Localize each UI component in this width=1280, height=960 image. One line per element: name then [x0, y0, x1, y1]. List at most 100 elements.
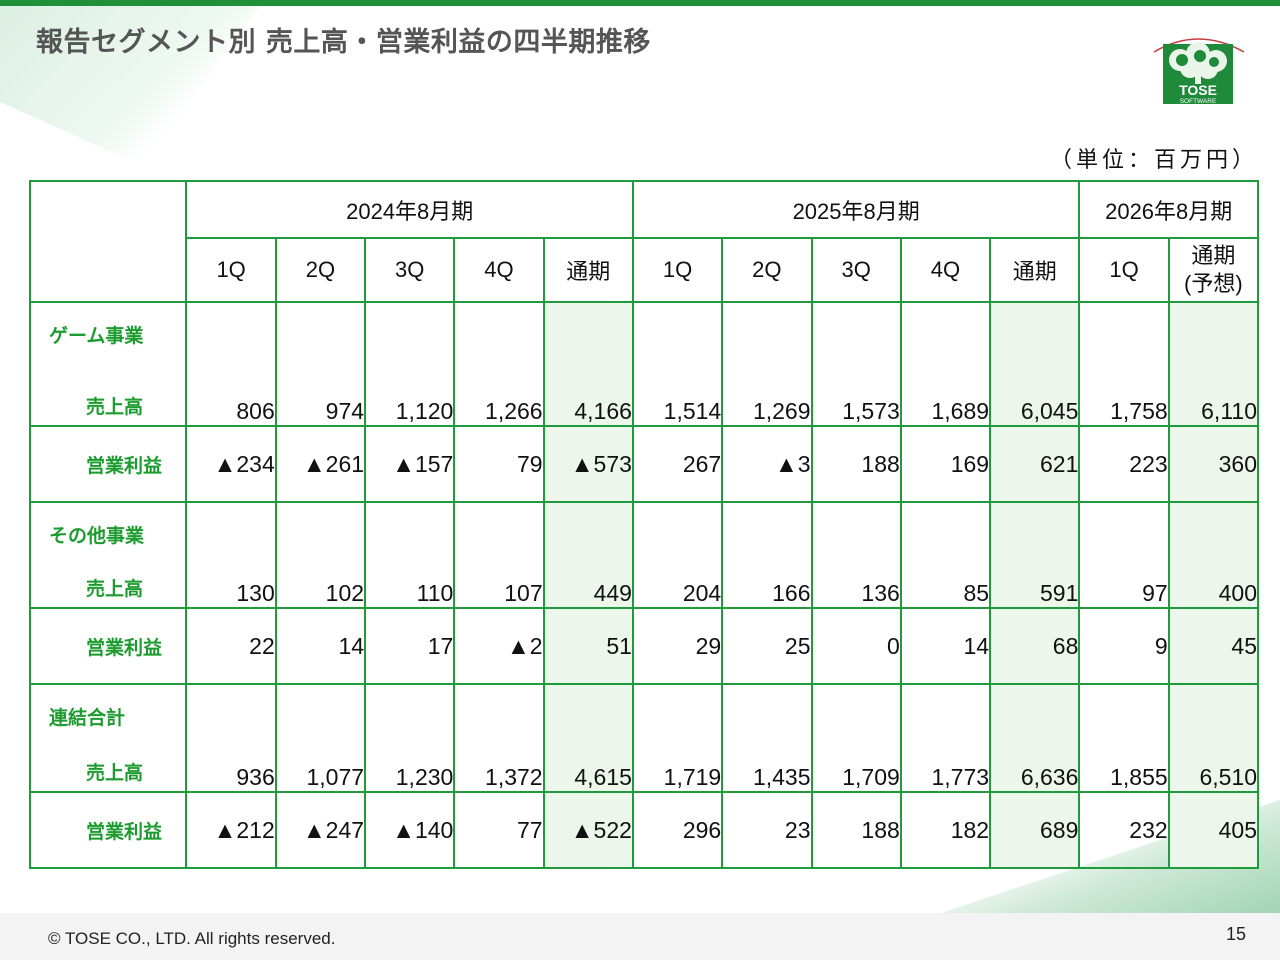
logo-subtext: SOFTWARE	[1180, 98, 1217, 105]
profit-value: 23	[721, 791, 813, 869]
profit-label: 営業利益	[86, 637, 163, 659]
segment-label-cell: 連結合計売上高	[28, 683, 188, 793]
segment-name: ゲーム事業	[49, 326, 144, 347]
sales-value: 1,709	[810, 683, 902, 793]
profit-value: ▲261	[274, 425, 367, 503]
profit-label-cell: 営業利益	[28, 425, 188, 503]
profit-value: 79	[453, 425, 545, 503]
sales-value: 1,266	[453, 301, 545, 427]
sales-value: 6,636	[989, 683, 1081, 793]
sales-value: 102	[274, 501, 367, 609]
sales-value: 97	[1078, 501, 1170, 609]
sales-value: 136	[810, 501, 902, 609]
sales-value: 1,435	[721, 683, 813, 793]
profit-value: 45	[1167, 607, 1260, 685]
footer-bar	[0, 913, 1280, 960]
sales-row: その他事業 売上高 130 102 110 107 449 204 166 136 85 591 97 4…	[28, 501, 1260, 609]
sales-label: 売上高	[86, 579, 144, 600]
sales-row: ゲーム事業 売上高 806 974 1,120 1,266 4,166 1,514 1,269 1…	[28, 301, 1260, 427]
profit-value: 22	[185, 607, 277, 685]
top-accent-bar	[0, 0, 1280, 6]
sales-value: 974	[274, 301, 367, 427]
profit-row: 営業利益 22 14 17 ▲2 51 29 25 0 14 68 9 45	[28, 607, 1260, 685]
profit-value: ▲212	[185, 791, 277, 869]
profit-value: 182	[899, 791, 992, 869]
sales-value: 204	[631, 501, 724, 609]
sales-value: 1,855	[1078, 683, 1170, 793]
sales-value: 806	[185, 301, 277, 427]
profit-label: 営業利益	[86, 455, 163, 477]
sales-row: 連結合計 売上高 936 1,077 1,230 1,372 4,615 1,719 1,435…	[28, 683, 1260, 793]
sales-value: 166	[721, 501, 813, 609]
segment-label-cell: ゲーム事業売上高	[28, 301, 188, 427]
sales-value: 1,773	[899, 683, 992, 793]
copyright: © TOSE CO., LTD. All rights reserved.	[48, 929, 336, 948]
profit-value: 689	[989, 791, 1081, 869]
page-number: 15	[1226, 924, 1247, 944]
profit-value: 188	[810, 425, 902, 503]
col-2q: 2Q	[721, 237, 813, 303]
profit-value: ▲2	[453, 607, 545, 685]
profit-value: ▲140	[364, 791, 456, 869]
col-full-year: 通期	[542, 237, 634, 303]
corner-cell	[28, 180, 188, 303]
fy2026-header: 2026年8月期	[1078, 180, 1259, 239]
profit-row: 営業利益 ▲234 ▲261 ▲157 79 ▲573 267 ▲3 188 169 621 223 3…	[28, 425, 1260, 503]
profit-value: 51	[542, 607, 634, 685]
col-4q: 4Q	[453, 237, 545, 303]
profit-value: ▲522	[542, 791, 634, 869]
sales-value: 85	[899, 501, 992, 609]
col-full-year: 通期	[989, 237, 1081, 303]
col-3q: 3Q	[810, 237, 902, 303]
fy2025-header: 2025年8月期	[631, 180, 1081, 239]
profit-value: 77	[453, 791, 545, 869]
profit-label-cell: 営業利益	[28, 607, 188, 685]
sales-value: 6,045	[989, 301, 1081, 427]
profit-value: 405	[1167, 791, 1260, 869]
sales-value: 6,510	[1167, 683, 1260, 793]
profit-value: 17	[364, 607, 456, 685]
profit-value: 169	[899, 425, 992, 503]
sales-value: 1,372	[453, 683, 545, 793]
col-1q: 1Q	[631, 237, 724, 303]
logo-text: TOSE	[1179, 82, 1217, 98]
segment-name: 連結合計	[49, 708, 126, 729]
profit-value: 0	[810, 607, 902, 685]
sales-value: 1,120	[364, 301, 456, 427]
col-1q: 1Q	[185, 237, 277, 303]
sales-value: 1,758	[1078, 301, 1170, 427]
sales-value: 4,166	[542, 301, 634, 427]
col-1q: 1Q	[1078, 237, 1170, 303]
col-2q: 2Q	[274, 237, 367, 303]
sales-value: 1,573	[810, 301, 902, 427]
sales-value: 449	[542, 501, 634, 609]
profit-value: 360	[1167, 425, 1260, 503]
sales-label: 売上高	[86, 397, 144, 418]
profit-label-cell: 営業利益	[28, 791, 188, 869]
segment-table: 2024年8月期 2025年8月期 2026年8月期 1Q 2Q 3Q 4Q 通…	[28, 180, 1260, 869]
sales-value: 4,615	[542, 683, 634, 793]
sales-value: 936	[185, 683, 277, 793]
profit-value: 188	[810, 791, 902, 869]
profit-value: 68	[989, 607, 1081, 685]
profit-value: ▲234	[185, 425, 277, 503]
profit-row: 営業利益 ▲212 ▲247 ▲140 77 ▲522 296 23 188 182 689 232 4…	[28, 791, 1260, 869]
unit-label: （単位：百万円）	[1049, 148, 1258, 173]
col-4q: 4Q	[899, 237, 992, 303]
profit-value: 232	[1078, 791, 1170, 869]
profit-value: 223	[1078, 425, 1170, 503]
sales-value: 1,230	[364, 683, 456, 793]
profit-value: 296	[631, 791, 724, 869]
profit-value: 9	[1078, 607, 1170, 685]
page-title: 報告セグメント別 売上高・営業利益の四半期推移	[36, 27, 651, 58]
sales-value: 107	[453, 501, 545, 609]
profit-value: 29	[631, 607, 724, 685]
sales-label: 売上高	[86, 763, 144, 784]
col-3q: 3Q	[364, 237, 456, 303]
profit-value: 14	[899, 607, 992, 685]
sales-value: 1,719	[631, 683, 724, 793]
sales-value: 130	[185, 501, 277, 609]
profit-value: ▲247	[274, 791, 367, 869]
profit-value: 25	[721, 607, 813, 685]
profit-value: 621	[989, 425, 1081, 503]
